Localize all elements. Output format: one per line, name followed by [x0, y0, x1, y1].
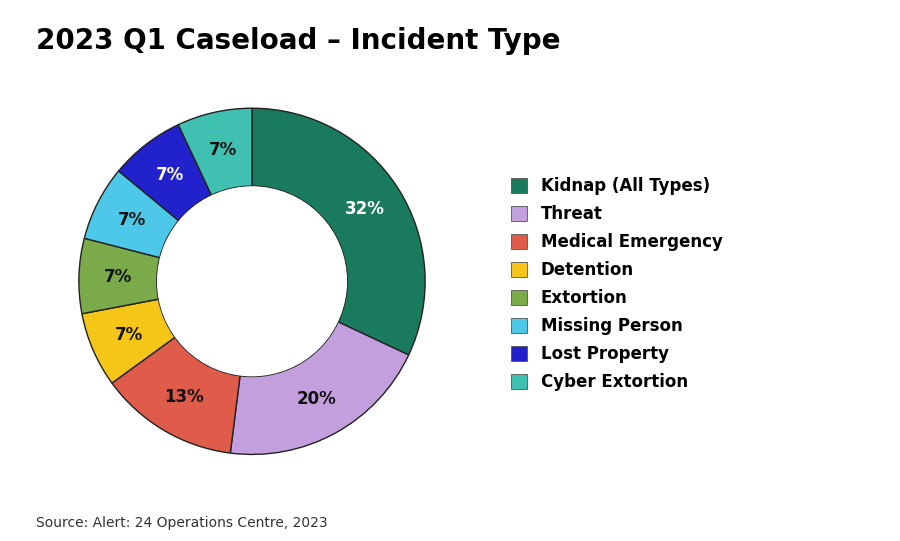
- Text: 7%: 7%: [104, 268, 132, 286]
- Text: 2023 Q1 Caseload – Incident Type: 2023 Q1 Caseload – Incident Type: [36, 27, 561, 55]
- Text: 7%: 7%: [209, 141, 237, 160]
- Wedge shape: [82, 299, 175, 383]
- Wedge shape: [252, 108, 425, 355]
- Text: 32%: 32%: [346, 200, 385, 219]
- Wedge shape: [85, 171, 178, 258]
- Text: 13%: 13%: [164, 388, 203, 406]
- Text: 7%: 7%: [118, 212, 147, 229]
- Text: 7%: 7%: [114, 326, 143, 344]
- Text: 7%: 7%: [156, 166, 184, 184]
- Text: Source: Alert: 24 Operations Centre, 2023: Source: Alert: 24 Operations Centre, 202…: [36, 516, 328, 530]
- Legend: Kidnap (All Types), Threat, Medical Emergency, Detention, Extortion, Missing Per: Kidnap (All Types), Threat, Medical Emer…: [506, 172, 727, 396]
- Wedge shape: [230, 322, 409, 454]
- Wedge shape: [178, 108, 252, 195]
- Text: 20%: 20%: [297, 390, 337, 408]
- Wedge shape: [112, 337, 240, 453]
- Circle shape: [158, 187, 346, 375]
- Wedge shape: [79, 238, 160, 314]
- Wedge shape: [119, 124, 212, 221]
